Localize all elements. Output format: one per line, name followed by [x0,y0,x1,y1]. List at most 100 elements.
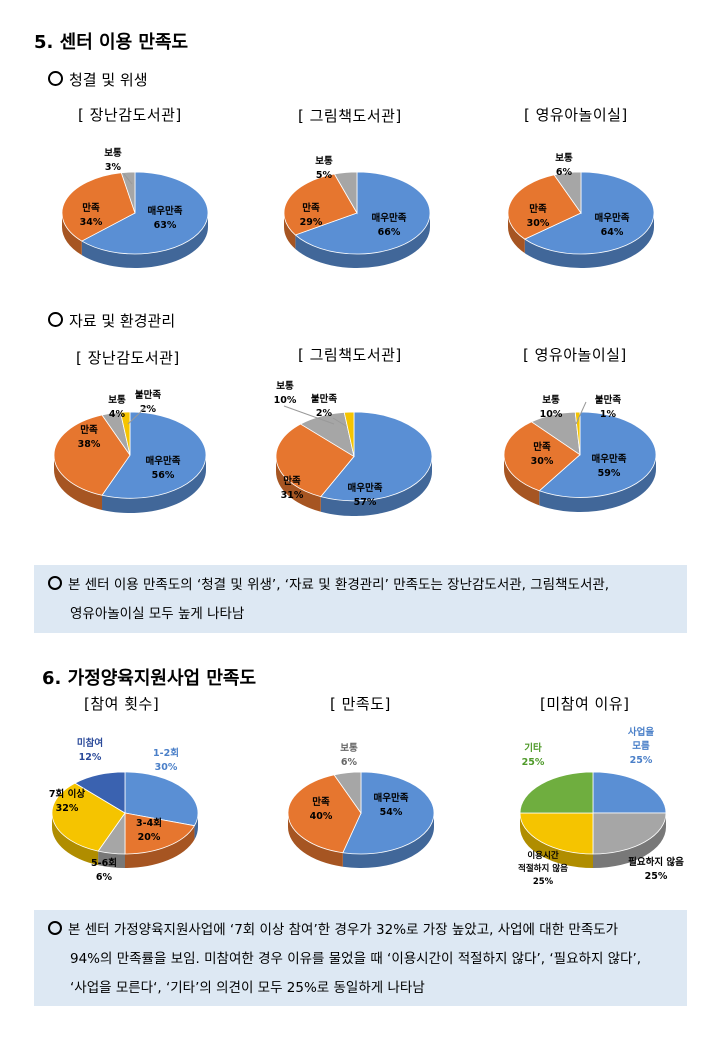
pie-slice [61,172,136,242]
note-line: 영유아놀이실 모두 높게 나타남 [70,606,245,622]
pie-slice [53,414,131,496]
pie-slice [320,411,433,502]
pie-slice [119,411,131,456]
data-label: 매우만족 59% [591,454,627,479]
data-label: 매우만족 56% [145,456,181,481]
pie-chart-picturebook-library-materials [275,411,433,516]
pie-slice [124,812,196,855]
data-label: 기타 25% [521,743,545,768]
pie-slice-side [593,813,666,868]
data-label: 이용시간 적절하지 않음 25% [518,851,568,887]
data-label: 보통 10% [539,395,563,420]
pie-slice-side [276,456,321,512]
pie-slice-side [504,454,540,506]
subsection-hygiene: 청결 및 위생 [48,69,148,90]
data-label: 매우만족 66% [371,213,407,238]
pie-chart-toy-library-materials [53,411,207,513]
chart-title: [미참여 이유] [540,695,630,713]
chart-title: [ 영유아놀이실] [523,346,627,364]
data-label: 7회 이상 32% [48,789,86,814]
chart-title: [참여 횟수] [84,695,160,713]
chart-title: [ 그림책도서관] [298,346,402,364]
data-label: 불만족 2% [310,394,338,419]
pie-chart-playroom-hygiene [507,171,655,268]
pie-slice-side [81,213,208,268]
subsection-materials: 자료 및 환경관리 [48,310,175,331]
subsection-materials-label: 자료 및 환경관리 [69,312,176,330]
leader-line [332,417,347,427]
pie-slice [80,171,209,255]
data-label: 매우만족 54% [373,793,409,818]
pie-slice-side [295,213,430,268]
note-line: 본 센터 이용 만족도의 ‘청결 및 위생’, ‘자료 및 환경관리’ 만족도는… [48,571,677,600]
chart-title: [ 만족도] [330,695,391,713]
pie-slice [333,171,358,215]
data-label: 보통 4% [108,395,126,420]
pie-slice [592,812,667,855]
pie-slice [287,774,362,854]
pie-slice-side [508,213,525,254]
pie-slice [51,782,126,852]
data-label: 불만족 1% [594,395,622,420]
leader-line [283,405,335,425]
leader-line [575,401,587,425]
note-line: 94%의 만족률을 보임. 미참여한 경우 이유를 물었을 때 ‘이용시간이 적… [70,951,642,967]
circle-bullet-icon [48,921,62,935]
chart-title: [ 장난감도서관] [76,349,180,367]
data-label: 미참여 12% [76,738,104,763]
pie-slice [124,771,199,827]
data-label: 보통 6% [340,743,358,768]
data-label: 보통 3% [104,148,122,173]
pie-slice [342,771,435,855]
leader-line [127,404,149,425]
pie-slice-side [520,813,593,868]
data-label: 만족 29% [299,203,323,228]
pie-slice-side [52,813,99,866]
data-label: 매우만족 63% [147,206,183,231]
pie-slice [74,771,126,814]
circle-bullet-icon [48,312,63,327]
data-label: 1-2회 30% [153,748,179,773]
data-label: 만족 30% [526,204,550,229]
data-label: 필요하지 않음 25% [628,857,684,882]
pie-slice [592,771,667,814]
data-label: 보통 6% [555,153,573,178]
pie-slice [519,812,594,855]
data-label: 보통 10% [273,381,297,406]
pie-chart-satisfaction [287,771,435,868]
pie-slice-side [125,825,195,868]
data-label: 불만족 2% [134,390,162,415]
pie-slice [333,771,362,815]
leader-line [123,173,133,185]
circle-bullet-icon [48,576,62,590]
subsection-hygiene-label: 청결 및 위생 [69,71,148,89]
data-label: 만족 30% [530,442,554,467]
pie-slice [343,411,355,457]
pie-slice [294,171,431,255]
chart-title: [ 영유아놀이실] [524,106,628,124]
pie-slice [283,173,358,236]
chart-title: [ 그림책도서관] [298,107,402,125]
data-label: 만족 40% [309,797,333,822]
pie-slice [507,174,582,240]
pie-chart-nonparticipation-reason [519,771,667,868]
summary-note-section6: 본 센터 가정양육지원사업에 ‘7회 이상 참여’한 경우가 32%로 가장 높… [34,910,687,1006]
pie-slice [503,421,581,492]
data-label: 매우만족 64% [594,213,630,238]
pie-slice [538,411,657,498]
pie-slice [523,171,655,255]
note-line: 본 센터 가정양육지원사업에 ‘7회 이상 참여’한 경우가 32%로 가장 높… [48,916,677,945]
pie-slice-side [284,213,296,249]
data-label: 3-4회 20% [136,818,162,843]
pie-chart-picturebook-library-hygiene [283,171,431,268]
pie-chart-toy-library-hygiene [61,171,209,268]
pie-slice-side [524,213,654,268]
data-label: 보통 5% [315,156,333,181]
data-label: 만족 34% [79,203,103,228]
pie-slice [120,171,136,214]
data-label: 5-6회 6% [91,858,117,883]
data-label: 사업을 모름 25% [627,727,655,766]
chart-title: [ 장난감도서관] [78,106,182,124]
pie-slice [519,771,594,814]
